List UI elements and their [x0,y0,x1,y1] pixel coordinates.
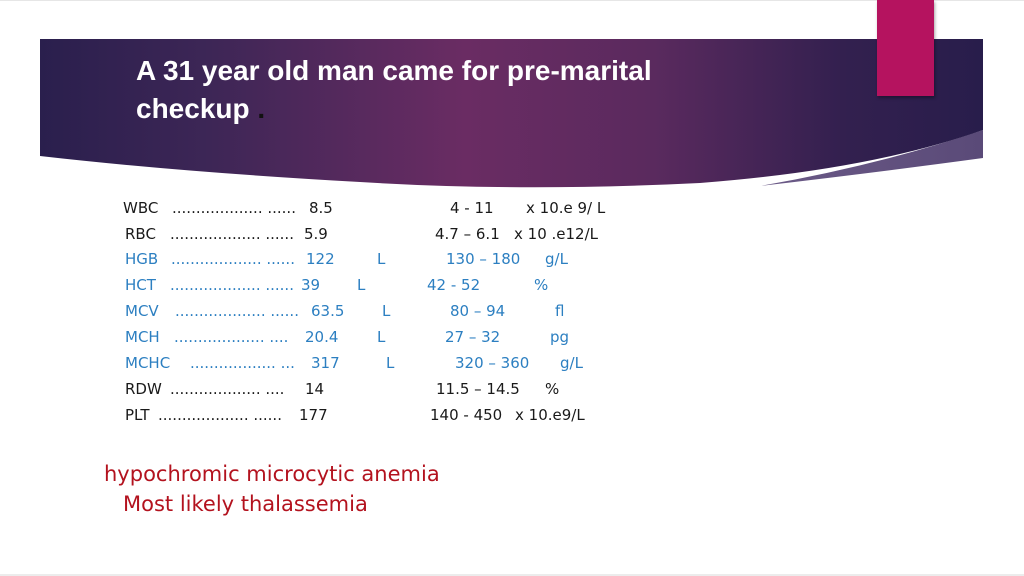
lab-unit: % [545,380,560,398]
lab-unit: x 10.e 9/ L [526,199,606,217]
lab-unit: pg [550,328,570,346]
header-banner [40,39,983,188]
bottom-border [0,574,1024,576]
diagnosis-line-2: Most likely thalassemia [123,492,368,516]
lab-test: HGB [125,250,159,268]
title-line-1: A 31 year old man came for pre-marital [136,55,652,86]
lab-dots: ................... ...... [172,199,296,217]
lab-test: MCV [125,302,159,320]
lab-results: WBC ................... ...... 8.5 4 - 1… [123,199,606,424]
lab-test: MCHC [125,354,171,372]
lab-value: 14 [305,380,325,398]
lab-unit: g/L [560,354,583,372]
accent-tab [877,0,934,96]
lab-value: 39 [301,276,321,294]
lab-range: 11.5 – 14.5 [436,380,520,398]
lab-range: 27 – 32 [445,328,501,346]
slide-title: A 31 year old man came for pre-marital c… [136,52,836,128]
lab-dots: .................. ... [190,354,295,372]
lab-test: MCH [125,328,160,346]
lab-test: RDW [125,380,162,398]
lab-dots: ................... .... [174,328,289,346]
lab-value: 63.5 [311,302,345,320]
lab-range: 140 - 450 [430,406,503,424]
lab-unit: x 10.e9/L [515,406,585,424]
lab-unit: x 10 .e12/L [514,225,598,243]
lab-test: WBC [123,199,159,217]
lab-flag: L [357,276,366,294]
lab-value: 5.9 [304,225,328,243]
lab-test: PLT [125,406,150,424]
lab-dots: ................... ...... [170,225,294,243]
lab-dots: ................... ...... [171,250,295,268]
lab-unit: g/L [545,250,568,268]
lab-range: 4.7 – 6.1 [435,225,500,243]
lab-value: 317 [311,354,340,372]
lab-test: RBC [125,225,156,243]
lab-value: 8.5 [309,199,333,217]
lab-test: HCT [125,276,156,294]
title-trailing-dot: . [257,93,266,124]
lab-unit: fl [555,302,565,320]
lab-unit: % [534,276,549,294]
lab-dots: ................... ...... [175,302,299,320]
lab-range: 4 - 11 [450,199,494,217]
lab-flag: L [377,328,386,346]
title-line-2: checkup [136,93,250,124]
lab-flag: L [382,302,391,320]
lab-value: 20.4 [305,328,339,346]
lab-flag: L [377,250,386,268]
lab-range: 130 – 180 [446,250,521,268]
lab-range: 320 – 360 [455,354,530,372]
lab-range: 42 - 52 [427,276,481,294]
lab-range: 80 – 94 [450,302,506,320]
top-border [0,0,1024,1]
diagnosis-line-1: hypochromic microcytic anemia [104,462,440,486]
lab-value: 177 [299,406,328,424]
lab-dots: ................... ...... [170,276,294,294]
lab-flag: L [386,354,395,372]
lab-dots: ................... ...... [158,406,282,424]
lab-dots: ................... .... [170,380,285,398]
lab-value: 122 [306,250,335,268]
